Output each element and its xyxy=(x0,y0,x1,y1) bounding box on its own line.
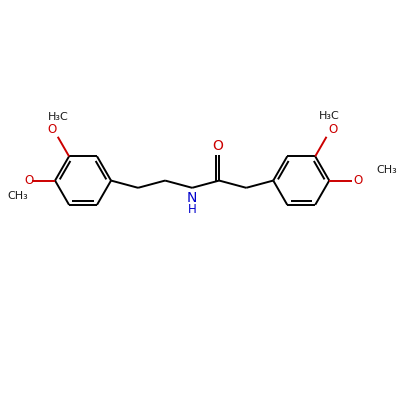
Text: O: O xyxy=(47,123,56,136)
Text: N: N xyxy=(187,191,197,205)
Text: O: O xyxy=(328,123,337,136)
Text: O: O xyxy=(24,174,34,187)
Text: O: O xyxy=(212,139,224,153)
Text: CH₃: CH₃ xyxy=(7,192,28,202)
Text: O: O xyxy=(353,174,362,187)
Text: H₃C: H₃C xyxy=(48,112,69,122)
Text: H₃C: H₃C xyxy=(319,111,340,121)
Text: H: H xyxy=(188,202,196,216)
Text: CH₃: CH₃ xyxy=(376,165,397,175)
